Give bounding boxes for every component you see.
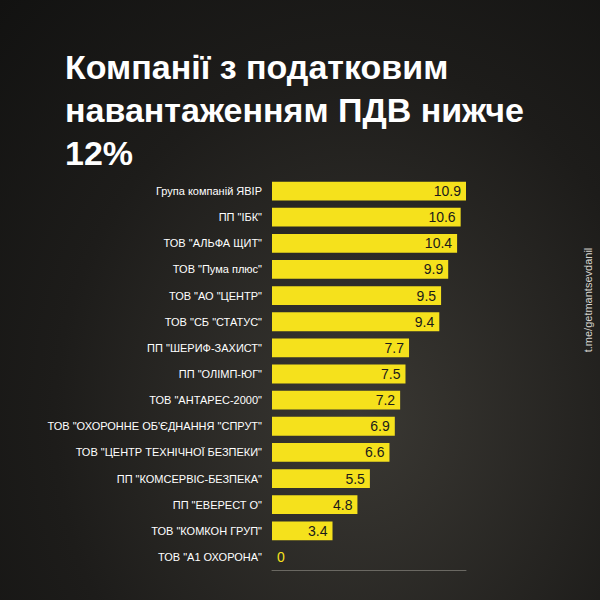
- svg-text:ТОВ "АЛЬФА ЩИТ": ТОВ "АЛЬФА ЩИТ": [164, 237, 263, 249]
- svg-text:ПП "КОМСЕРВІС-БЕЗПЕКА": ПП "КОМСЕРВІС-БЕЗПЕКА": [117, 473, 262, 485]
- svg-text:7.2: 7.2: [376, 392, 396, 408]
- svg-text:7.7: 7.7: [385, 340, 405, 356]
- svg-text:6.6: 6.6: [365, 444, 385, 460]
- svg-text:7.5: 7.5: [381, 366, 401, 382]
- svg-text:0: 0: [277, 549, 285, 565]
- svg-text:12%: 12%: [65, 134, 133, 172]
- svg-text:Група компаній ЯВІР: Група компаній ЯВІР: [156, 185, 262, 197]
- svg-text:ТОВ "КОМКОН ГРУП": ТОВ "КОМКОН ГРУП": [151, 525, 262, 537]
- svg-text:ПП "ІБК": ПП "ІБК": [219, 211, 262, 223]
- svg-text:9.4: 9.4: [415, 314, 435, 330]
- svg-text:ПП "ОЛІМП-ЮГ": ПП "ОЛІМП-ЮГ": [179, 368, 262, 380]
- svg-text:4.8: 4.8: [333, 497, 353, 513]
- svg-text:6.9: 6.9: [370, 418, 390, 434]
- svg-text:ТОВ "АО "ЦЕНТР": ТОВ "АО "ЦЕНТР": [169, 290, 262, 302]
- svg-text:ТОВ "АНТАРЕС-2000": ТОВ "АНТАРЕС-2000": [149, 394, 262, 406]
- svg-text:9.9: 9.9: [424, 261, 444, 277]
- svg-text:ТОВ "СБ "СТАТУС": ТОВ "СБ "СТАТУС": [165, 316, 262, 328]
- svg-text:10.9: 10.9: [434, 183, 461, 199]
- svg-text:10.4: 10.4: [425, 235, 452, 251]
- svg-text:Компанії з податковим: Компанії з податковим: [65, 48, 448, 86]
- svg-text:ТОВ "А1 ОХОРОНА": ТОВ "А1 ОХОРОНА": [158, 551, 262, 563]
- svg-text:t.me/getmantsevdanil: t.me/getmantsevdanil: [582, 248, 594, 353]
- svg-text:ПП "ШЕРИФ-ЗАХИСТ": ПП "ШЕРИФ-ЗАХИСТ": [147, 342, 262, 354]
- svg-text:3.4: 3.4: [308, 523, 328, 539]
- svg-text:10.6: 10.6: [428, 209, 455, 225]
- svg-text:9.5: 9.5: [417, 288, 437, 304]
- svg-text:навантаженням ПДВ нижче: навантаженням ПДВ нижче: [65, 91, 524, 129]
- svg-text:ТОВ "Пума плюс": ТОВ "Пума плюс": [173, 263, 262, 275]
- svg-text:ПП "ЕВЕРЕСТ О": ПП "ЕВЕРЕСТ О": [173, 499, 262, 511]
- svg-text:ТОВ "ОХОРОННЕ ОБ'ЄДНАННЯ "СПРУ: ТОВ "ОХОРОННЕ ОБ'ЄДНАННЯ "СПРУТ": [48, 420, 263, 432]
- svg-text:5.5: 5.5: [345, 471, 365, 487]
- svg-text:ТОВ "ЦЕНТР ТЕХНІЧНОЇ БЕЗПЕКИ": ТОВ "ЦЕНТР ТЕХНІЧНОЇ БЕЗПЕКИ": [76, 446, 262, 458]
